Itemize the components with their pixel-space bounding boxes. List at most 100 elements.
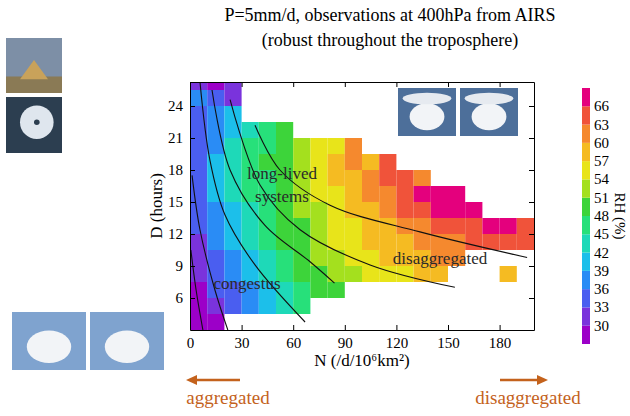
heat-cell — [190, 266, 207, 282]
heat-cell — [517, 234, 534, 250]
tick-label: 120 — [386, 335, 409, 351]
heat-cell — [414, 186, 431, 202]
heat-cell — [414, 218, 431, 234]
tick-label: 180 — [489, 335, 512, 351]
tick-mark — [242, 82, 243, 87]
photo-hut — [20, 60, 48, 79]
heat-cell — [362, 186, 379, 202]
tick-label: 150 — [437, 335, 460, 351]
heat-cell — [207, 170, 224, 186]
heat-cell — [379, 266, 396, 282]
heat-cell — [259, 298, 276, 314]
colorbar-tick-label: 39 — [594, 263, 609, 279]
annotation: congestus — [213, 274, 280, 293]
heat-cell — [362, 170, 379, 186]
tick-label: 30 — [235, 335, 250, 351]
cells — [190, 82, 534, 330]
tick-mark — [190, 202, 195, 203]
colorbar-band — [582, 216, 590, 234]
heat-cell — [310, 138, 327, 154]
photo — [6, 97, 62, 153]
colorbar-tick-label: 42 — [594, 245, 609, 261]
tick: 150 — [437, 325, 460, 351]
heat-cell — [242, 298, 259, 314]
tick-label: 60 — [286, 335, 301, 351]
tick: 24 — [168, 98, 195, 114]
tick-mark — [345, 82, 346, 87]
tick-label: 15 — [168, 194, 183, 210]
heat-cell — [414, 234, 431, 250]
colorbar-band — [582, 326, 590, 344]
colorbar-band — [582, 143, 590, 161]
heat-cell — [345, 234, 362, 250]
tick-label: 90 — [338, 335, 353, 351]
heat-cell — [310, 282, 327, 298]
tick: 15 — [168, 194, 195, 210]
heat-cell — [207, 122, 224, 138]
heat-cell — [500, 218, 517, 234]
heat-cell — [190, 138, 207, 154]
tick-label: 24 — [168, 98, 184, 114]
heat-cell — [362, 154, 379, 170]
heat-cell — [465, 234, 482, 250]
heat-cell — [345, 266, 362, 282]
heat-cell — [465, 218, 482, 234]
heat-cell — [242, 122, 259, 138]
photo-cloud — [472, 103, 507, 130]
tick-mark — [529, 234, 534, 235]
heat-cell — [465, 202, 482, 218]
heat-cell — [396, 170, 413, 186]
colorbar-band — [582, 88, 590, 106]
photo-bg — [6, 38, 62, 93]
heat-cell — [259, 234, 276, 250]
tick — [529, 202, 534, 203]
tick-mark — [529, 106, 534, 107]
tick — [529, 298, 534, 299]
tick — [529, 266, 534, 267]
axis-line — [190, 83, 191, 331]
heat-cell — [224, 90, 241, 106]
heat-cell — [396, 186, 413, 202]
tick — [529, 106, 534, 107]
heat-cell — [396, 202, 413, 218]
heat-cell — [448, 218, 465, 234]
heat-cell — [379, 234, 396, 250]
plot-area — [190, 82, 534, 330]
tick-label: 9 — [176, 258, 184, 274]
colorbar-tick-label: 45 — [594, 226, 609, 242]
heat-cell — [190, 202, 207, 218]
heat-cell — [328, 138, 345, 154]
contour-line — [191, 250, 203, 330]
tick-label: 0 — [187, 335, 195, 351]
tick-mark — [190, 234, 195, 235]
heat-cell — [276, 250, 293, 266]
colorbar-band — [582, 234, 590, 252]
tick-mark — [190, 106, 195, 107]
heat-cell — [224, 202, 241, 218]
tick-mark — [529, 266, 534, 267]
heat-cell — [224, 250, 241, 266]
tick-mark — [190, 266, 195, 267]
direction-label: aggregated — [186, 387, 270, 408]
arrow-shaft — [194, 379, 240, 382]
photo-cloud — [105, 331, 149, 363]
heat-cell — [242, 234, 259, 250]
heat-cell — [276, 218, 293, 234]
tick-mark — [448, 82, 449, 87]
heat-cell — [379, 202, 396, 218]
tick-mark — [396, 82, 397, 87]
photo-bg — [460, 88, 518, 136]
heat-cell — [310, 202, 327, 218]
arrow-head — [186, 375, 197, 385]
tick: 9 — [176, 258, 196, 274]
axis — [529, 83, 535, 331]
arrow-head — [537, 375, 548, 385]
heat-cell — [207, 82, 224, 90]
heat-cell — [224, 138, 241, 154]
tick-mark — [190, 298, 195, 299]
photo-anvil — [465, 93, 514, 105]
heat-cell — [207, 90, 224, 106]
tick: 18 — [168, 162, 195, 178]
tick — [396, 82, 397, 87]
photo-bg — [6, 97, 62, 153]
